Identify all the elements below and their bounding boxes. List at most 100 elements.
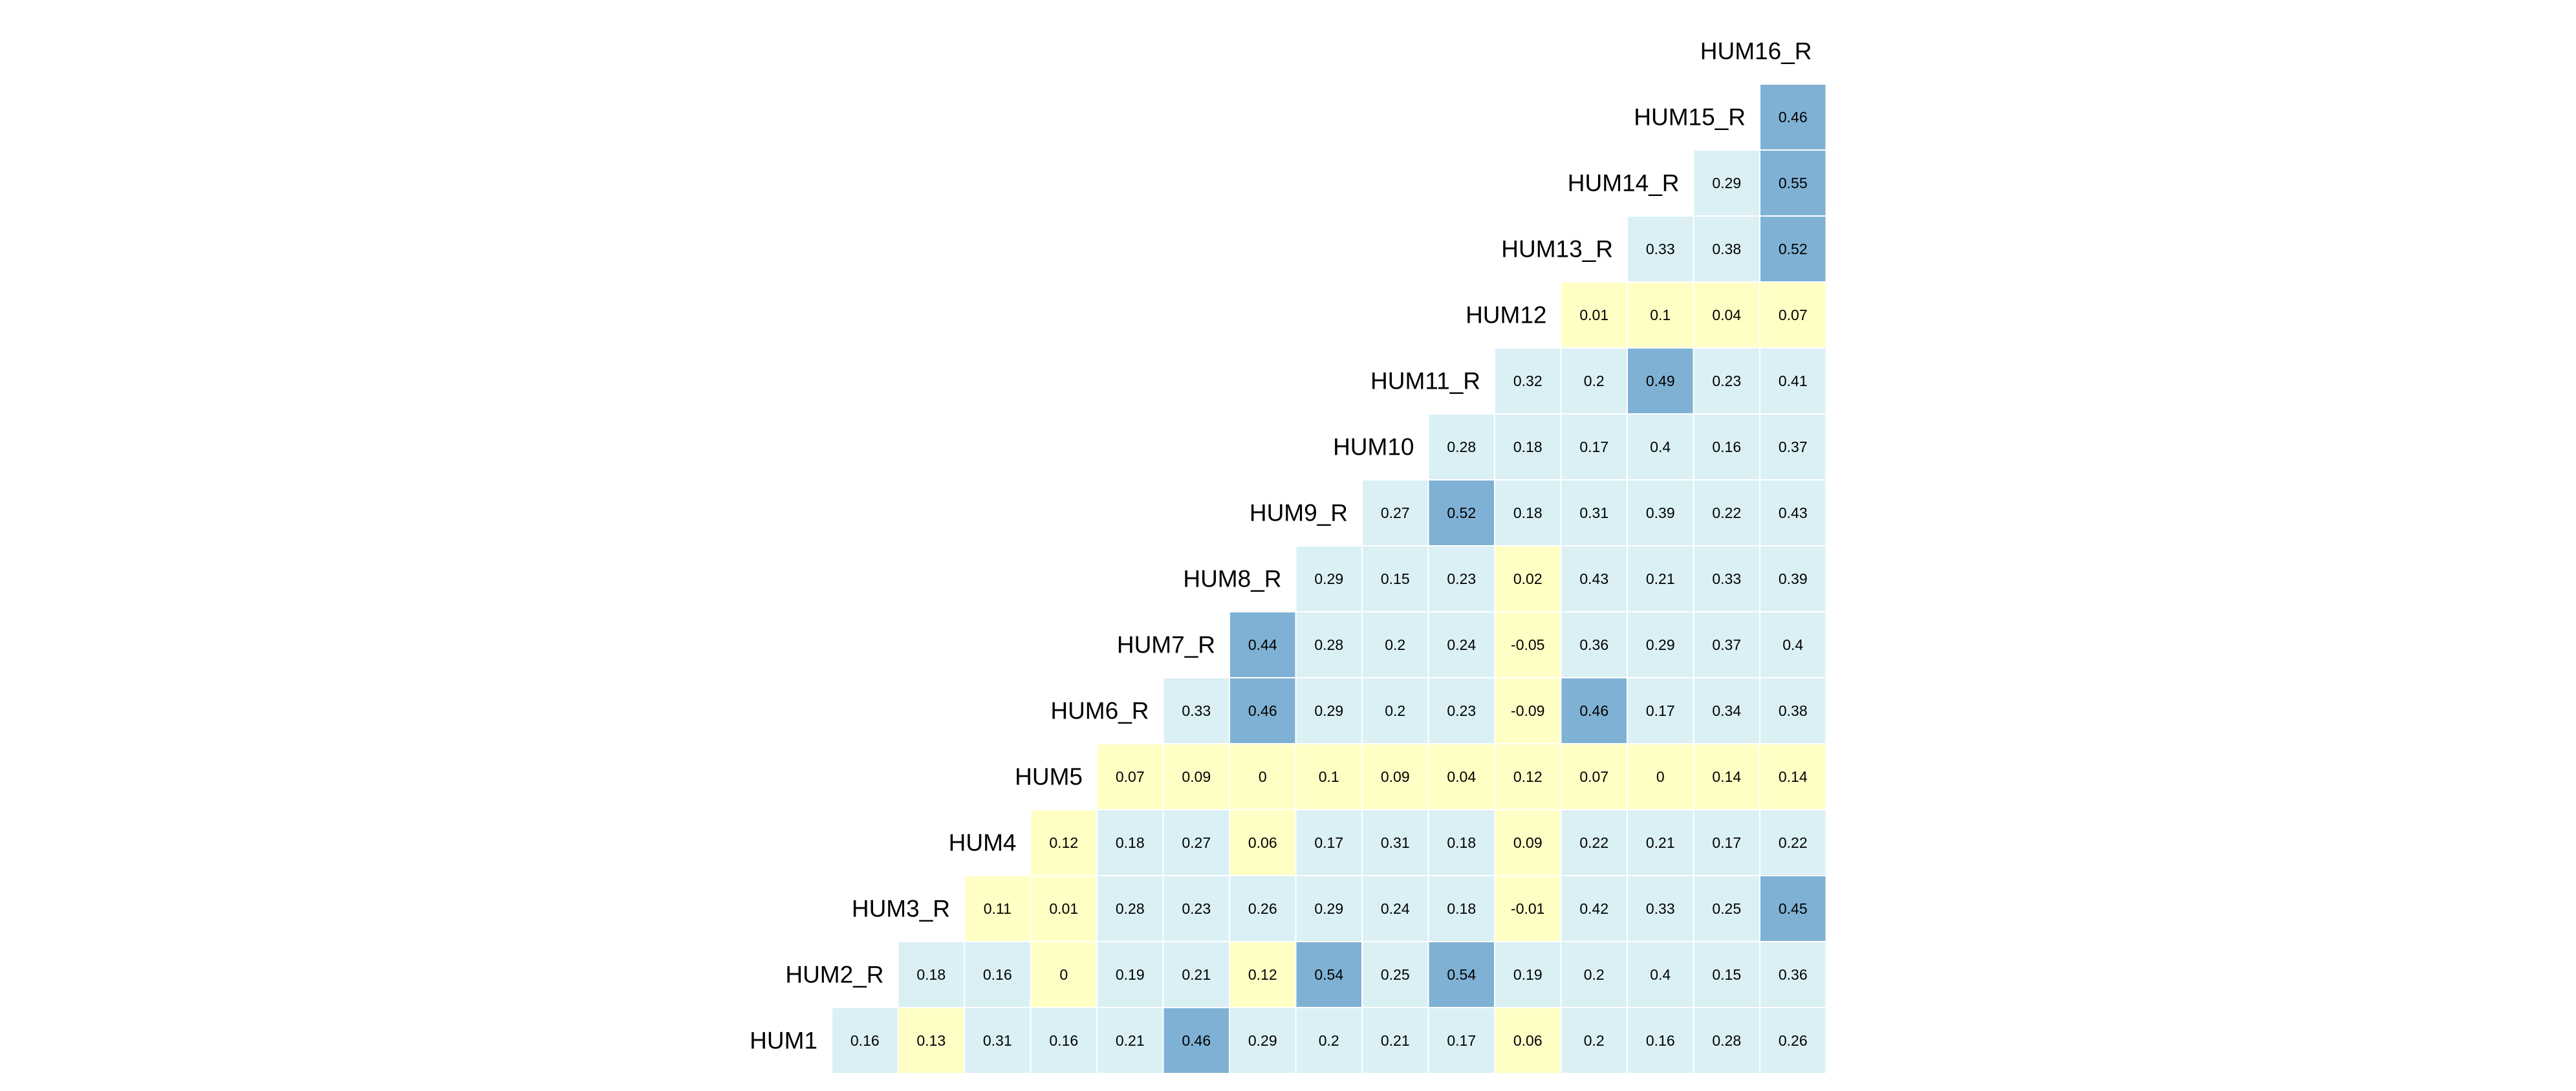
heatmap-cell-value: 0.31 — [983, 1032, 1012, 1049]
heatmap-cell-value: 0.23 — [1447, 570, 1476, 587]
heatmap-cell — [1560, 875, 1628, 942]
heatmap-cell-value: 0.19 — [1513, 966, 1542, 983]
heatmap-cell-value: 0.1 — [1319, 768, 1339, 785]
heatmap-cell-value: 0.41 — [1779, 373, 1808, 389]
heatmap-cell-value: 0.14 — [1712, 768, 1741, 785]
heatmap-cell-value: 0.22 — [1579, 834, 1608, 851]
heatmap-cell — [1295, 875, 1363, 942]
heatmap-cell-value: 0.24 — [1447, 636, 1476, 653]
heatmap-cell-value: 0.15 — [1712, 966, 1741, 983]
heatmap-cell-value: 0.46 — [1248, 702, 1277, 719]
heatmap-cell-value: 0.44 — [1248, 636, 1277, 653]
heatmap-cell — [1759, 545, 1827, 612]
heatmap-cell-value: 0.46 — [1182, 1032, 1211, 1049]
heatmap-cell — [1627, 413, 1694, 481]
heatmap-cell-value: 0.28 — [1712, 1032, 1741, 1049]
heatmap-cell-value: 0.01 — [1049, 900, 1078, 917]
heatmap-cell-value: 0.07 — [1779, 307, 1808, 323]
heatmap-cell — [1693, 677, 1760, 744]
heatmap-cell-value: 0.17 — [1447, 1032, 1476, 1049]
row-label: HUM16_R — [1700, 38, 1812, 65]
heatmap-cell-value: 0.17 — [1646, 702, 1675, 719]
heatmap-cell-value: 0.16 — [1049, 1032, 1078, 1049]
heatmap-cell-value: 0.42 — [1579, 900, 1608, 917]
row-label: HUM14_R — [1568, 170, 1680, 197]
heatmap-cell — [1229, 875, 1297, 942]
heatmap-cell-value: 0.1 — [1650, 307, 1671, 323]
heatmap-cell-value: 0.33 — [1646, 900, 1675, 917]
heatmap-cell — [1560, 941, 1628, 1008]
heatmap-cell — [897, 941, 965, 1008]
heatmap-cell-value: 0.28 — [1447, 438, 1476, 455]
heatmap-cell-value: 0.16 — [850, 1032, 880, 1049]
heatmap-cell — [1759, 677, 1827, 744]
heatmap-cell-value: 0.2 — [1385, 636, 1405, 653]
heatmap-cell-value: 0.02 — [1513, 570, 1542, 587]
heatmap-cell — [1361, 743, 1429, 810]
heatmap-cell-value: 0.22 — [1779, 834, 1808, 851]
heatmap-cell — [1759, 479, 1827, 546]
heatmap-cell — [1693, 611, 1760, 678]
heatmap-cell-value: 0.54 — [1314, 966, 1343, 983]
heatmap-cell — [1361, 545, 1429, 612]
heatmap-cell-value: 0.38 — [1779, 702, 1808, 719]
heatmap-cell-value: 0.14 — [1779, 768, 1808, 785]
heatmap-cell-value: 0.45 — [1779, 900, 1808, 917]
row-label: HUM6_R — [1050, 698, 1149, 724]
heatmap-cell-value: 0.49 — [1646, 373, 1675, 389]
heatmap-cell — [1494, 611, 1562, 678]
heatmap-cell — [1759, 809, 1827, 876]
heatmap-cell — [1162, 875, 1230, 942]
heatmap-cell — [1560, 413, 1628, 481]
heatmap-cell-value: 0.32 — [1513, 373, 1542, 389]
heatmap-cell — [1427, 809, 1495, 876]
heatmap-cell — [964, 941, 1032, 1008]
heatmap-cell — [1295, 743, 1363, 810]
heatmap-cell-value: 0.39 — [1646, 504, 1675, 521]
heatmap-cell — [1427, 545, 1495, 612]
heatmap-cell — [1361, 1007, 1429, 1074]
heatmap-cell — [1759, 941, 1827, 1008]
heatmap-cell-value: 0.33 — [1646, 241, 1675, 257]
heatmap-cell — [1295, 677, 1363, 744]
heatmap-cell-value: 0.23 — [1182, 900, 1211, 917]
heatmap-cell-value: 0 — [1059, 966, 1068, 983]
heatmap-cell — [1361, 875, 1429, 942]
heatmap-cell-value: 0.2 — [1319, 1032, 1339, 1049]
heatmap-cell-value: -0.09 — [1511, 702, 1544, 719]
heatmap-cell — [1627, 677, 1694, 744]
heatmap-cell-value: 0.18 — [1513, 504, 1542, 521]
heatmap-cell — [1759, 149, 1827, 217]
heatmap-cell-value: 0.04 — [1712, 307, 1741, 323]
heatmap-cell-value: 0.17 — [1579, 438, 1608, 455]
heatmap-cell — [1361, 941, 1429, 1008]
heatmap-cell-value: 0.46 — [1579, 702, 1608, 719]
heatmap-cell — [1361, 677, 1429, 744]
heatmap-cell-value: 0.4 — [1782, 636, 1803, 653]
heatmap-cell — [1295, 545, 1363, 612]
heatmap-cell — [1693, 347, 1760, 415]
heatmap-cell-value: 0.24 — [1381, 900, 1410, 917]
heatmap-cell-value: 0.43 — [1779, 504, 1808, 521]
heatmap-cell-value: 0.46 — [1779, 109, 1808, 125]
heatmap-cell-value: 0.11 — [984, 900, 1012, 917]
heatmap-cell — [1295, 611, 1363, 678]
heatmap-cell-value: 0.52 — [1447, 504, 1476, 521]
heatmap-cell-value: 0.29 — [1712, 175, 1741, 191]
heatmap-cell — [1162, 1007, 1230, 1074]
heatmap-cells: 0.16 0.13 0.31 0.16 0.21 0.46 0.29 0.2 0.21 0.17 0… — [831, 83, 1827, 1074]
heatmap-cell — [964, 875, 1032, 942]
heatmap-cell-value: 0.18 — [1447, 900, 1476, 917]
heatmap-cell — [1627, 215, 1694, 283]
heatmap-cell — [1162, 809, 1230, 876]
heatmap-cell-value: 0.28 — [1314, 636, 1343, 653]
heatmap-cell-value: 0.07 — [1579, 768, 1608, 785]
heatmap-cell-value: 0.29 — [1314, 900, 1343, 917]
heatmap-cell-value: 0.22 — [1712, 504, 1741, 521]
heatmap-cell — [1295, 941, 1363, 1008]
heatmap-cell-value: 0.29 — [1646, 636, 1675, 653]
heatmap-cell-value: 0.2 — [1584, 373, 1605, 389]
heatmap-cell — [1229, 743, 1297, 810]
heatmap-cell-value: 0.21 — [1646, 834, 1675, 851]
heatmap-cell-value: 0.01 — [1579, 307, 1608, 323]
